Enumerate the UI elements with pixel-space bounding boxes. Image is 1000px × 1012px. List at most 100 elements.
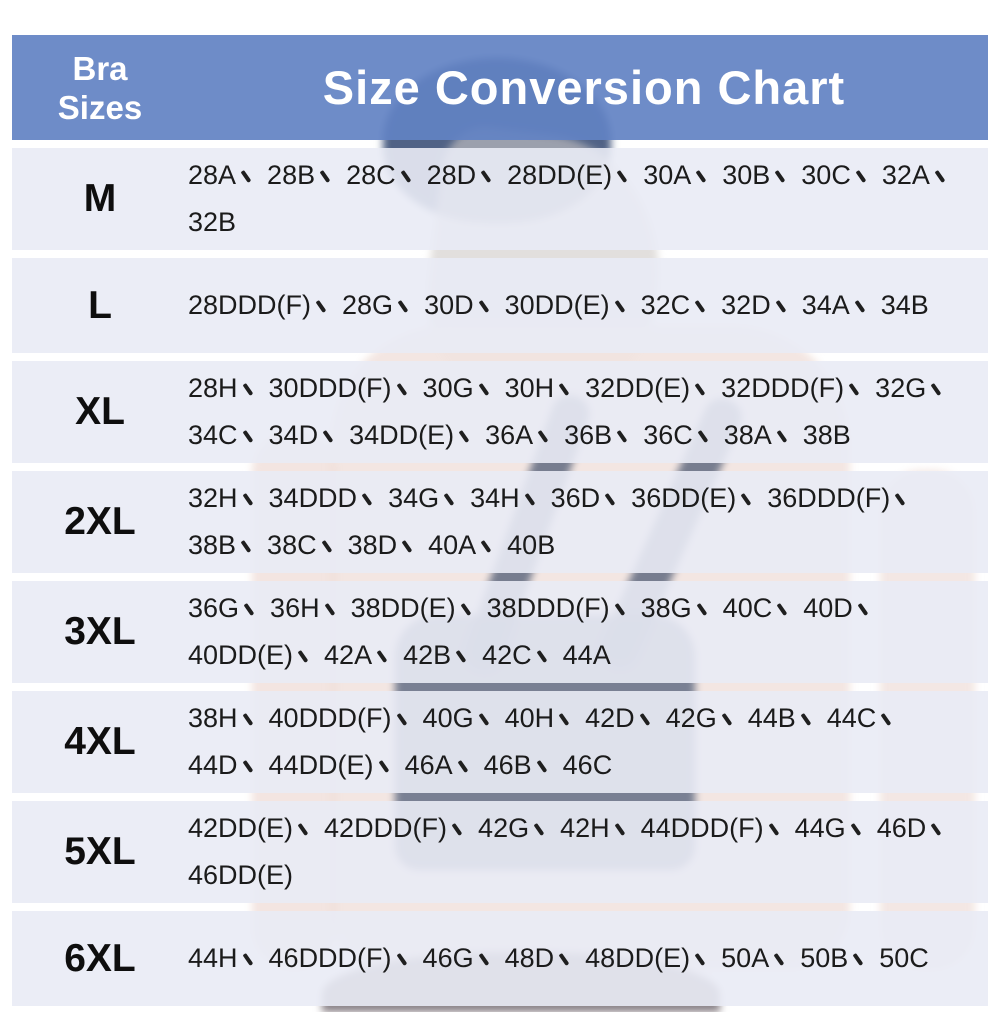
size-value: 28G xyxy=(342,290,424,321)
size-value: 44G xyxy=(795,813,877,844)
separator-mark xyxy=(697,602,709,617)
size-value: 36B xyxy=(564,420,643,451)
size-value: 28A xyxy=(188,160,267,191)
row-sizes-cell: 36G 36H 38DD(E) 38DDD(F) 38G 40C 40D 40DD(E) 42A… xyxy=(188,581,988,683)
size-value: 40C xyxy=(723,593,804,624)
size-value: 32A xyxy=(882,160,961,191)
separator-mark xyxy=(320,169,332,184)
separator-mark xyxy=(851,822,863,837)
size-value: 34C xyxy=(188,420,269,451)
separator-mark xyxy=(698,429,710,444)
size-value: 32B xyxy=(188,207,237,237)
separator-mark xyxy=(801,712,813,727)
separator-mark xyxy=(456,649,468,664)
size-value: 28DDD(F) xyxy=(188,290,342,321)
table-row: 6XL 44H 46DDD(F) 46G 48D 48DD(E) 50A 50B 50C xyxy=(12,911,988,1006)
size-value: 44DD(E) xyxy=(269,750,405,781)
separator-mark xyxy=(534,822,546,837)
separator-mark xyxy=(322,539,334,554)
size-value: 36H xyxy=(270,593,351,624)
size-value: 46B xyxy=(484,750,563,781)
table-row: XL 28H 30DDD(F) 30G 30H 32DD(E) 32DDD(F) 32G 34C… xyxy=(12,361,988,463)
size-value: 40G xyxy=(423,703,505,734)
size-value: 38B xyxy=(188,530,267,561)
separator-mark xyxy=(316,299,328,314)
separator-mark xyxy=(853,952,865,967)
separator-mark xyxy=(931,822,943,837)
size-value: 36A xyxy=(485,420,564,451)
size-value: 34G xyxy=(388,483,470,514)
size-value: 30H xyxy=(505,373,586,404)
separator-mark xyxy=(323,429,335,444)
size-value: 38C xyxy=(267,530,348,561)
row-size-label: M xyxy=(83,177,117,220)
size-value: 46G xyxy=(423,943,505,974)
size-value: 28DD(E) xyxy=(507,160,643,191)
chart-title: Size Conversion Chart xyxy=(322,61,846,114)
size-value: 44C xyxy=(827,703,908,734)
size-table-body: M 28A 28B 28C 28D 28DD(E) 30A 30B 30C 32A 32B L 28DD… xyxy=(12,148,988,1006)
size-value: 28H xyxy=(188,373,269,404)
size-value: 50C xyxy=(879,943,929,973)
separator-mark xyxy=(695,382,707,397)
separator-mark xyxy=(298,822,310,837)
separator-mark xyxy=(538,429,550,444)
separator-mark xyxy=(856,169,868,184)
size-value: 32DD(E) xyxy=(585,373,721,404)
size-value: 40A xyxy=(428,530,507,561)
separator-mark xyxy=(243,492,255,507)
size-value: 44DDD(F) xyxy=(641,813,795,844)
size-value: 42DDD(F) xyxy=(324,813,478,844)
size-value: 40D xyxy=(803,593,884,624)
row-size-label: XL xyxy=(75,390,125,433)
separator-mark xyxy=(775,169,787,184)
table-row: L 28DDD(F) 28G 30D 30DD(E) 32C 32D 34A 34B xyxy=(12,258,988,353)
separator-mark xyxy=(379,759,391,774)
size-value: 28C xyxy=(346,160,427,191)
size-value: 38DD(E) xyxy=(351,593,487,624)
size-value: 36G xyxy=(188,593,270,624)
size-value: 46C xyxy=(562,750,613,780)
separator-mark xyxy=(479,712,491,727)
table-row: M 28A 28B 28C 28D 28DD(E) 30A 30B 30C 32A 32B xyxy=(12,148,988,250)
size-value: 46D xyxy=(877,813,958,844)
row-sizes-cell: 38H 40DDD(F) 40G 40H 42D 42G 44B 44C 44D 44DD(E) 4… xyxy=(188,691,988,793)
size-value: 44D xyxy=(188,750,269,781)
separator-mark xyxy=(481,539,493,554)
corner-label-line1: Bra xyxy=(72,49,128,87)
separator-mark xyxy=(935,169,947,184)
separator-mark xyxy=(615,602,627,617)
separator-mark xyxy=(858,602,870,617)
size-value: 42D xyxy=(585,703,666,734)
corner-label-line2: Sizes xyxy=(57,88,143,126)
size-value: 38H xyxy=(188,703,269,734)
size-conversion-chart: Bra Sizes Size Conversion Chart M 28A 28B 2… xyxy=(12,35,988,1006)
separator-mark xyxy=(397,712,409,727)
separator-mark xyxy=(605,492,617,507)
size-value: 40H xyxy=(505,703,586,734)
size-value: 42H xyxy=(560,813,641,844)
separator-mark xyxy=(243,712,255,727)
separator-mark xyxy=(855,299,867,314)
row-size-label: 6XL xyxy=(64,936,136,980)
separator-mark xyxy=(931,382,943,397)
size-value: 30B xyxy=(722,160,801,191)
separator-mark xyxy=(537,759,549,774)
size-value: 50A xyxy=(721,943,800,974)
separator-mark xyxy=(617,169,629,184)
separator-mark xyxy=(444,492,456,507)
size-value: 40DDD(F) xyxy=(269,703,423,734)
size-value: 32C xyxy=(641,290,722,321)
separator-mark xyxy=(769,822,781,837)
row-size-label: 2XL xyxy=(64,500,136,543)
size-value: 48D xyxy=(505,943,586,974)
size-value: 32D xyxy=(721,290,802,321)
size-value: 40DD(E) xyxy=(188,640,324,671)
separator-mark xyxy=(397,952,409,967)
row-sizes-cell: 42DD(E) 42DDD(F) 42G 42H 44DDD(F) 44G 46D 46DD(… xyxy=(188,801,988,903)
size-value: 34B xyxy=(880,290,929,320)
size-value: 30A xyxy=(643,160,722,191)
size-value: 38D xyxy=(348,530,429,561)
size-value: 34A xyxy=(802,290,881,321)
row-sizes-cell: 32H 34DDD 34G 34H 36D 36DD(E) 36DDD(F) 38B 38C 38… xyxy=(188,471,988,573)
